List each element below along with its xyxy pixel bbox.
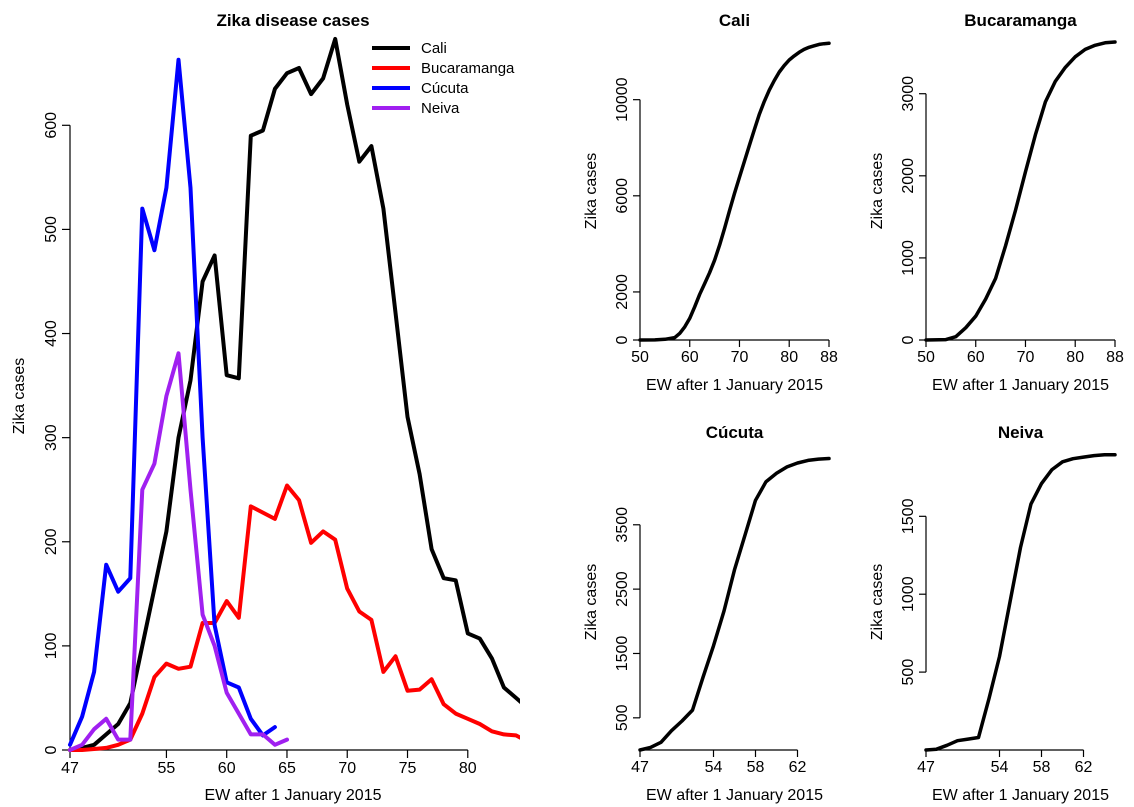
y-tick-label: 2000: [614, 274, 631, 310]
chart-title: Cali: [719, 11, 750, 30]
y-tick-label: 500: [614, 704, 631, 731]
y-axis-label: Zika cases: [11, 358, 28, 434]
x-tick-label: 55: [158, 760, 176, 777]
chart-title: Bucaramanga: [964, 11, 1077, 30]
x-tick-label: 70: [338, 760, 356, 777]
x-tick-label: 80: [1066, 349, 1084, 366]
y-tick-label: 600: [43, 112, 60, 139]
y-tick-label: 500: [43, 216, 60, 243]
x-tick-label: 70: [731, 349, 749, 366]
series-line-cali: [68, 36, 520, 752]
y-tick-label: 1500: [900, 498, 917, 534]
x-tick-label: 58: [1033, 759, 1051, 776]
legend-label: Cali: [421, 40, 447, 57]
y-axis-label: Zika cases: [869, 153, 886, 229]
bucaramanga-cumulative-chart: Bucaramanga 50 60 70 80 88 EW after 1 January …: [869, 11, 1124, 394]
chart-title: Neiva: [998, 423, 1044, 442]
y-tick-label: 2000: [900, 158, 917, 194]
neiva-cumulative-chart: Neiva 47 54 58 62 EW after 1 January 2015 500 1…: [869, 423, 1117, 804]
y-tick-label: 10000: [614, 77, 631, 122]
y-axis-label: Zika cases: [583, 564, 600, 640]
cumulative-line: [638, 41, 831, 342]
y-tick-label: 500: [900, 659, 917, 686]
y-axis-label: Zika cases: [583, 153, 600, 229]
cali-cumulative-chart: Cali 50 60 70 80 88 EW after 1 January 2015 0 20…: [583, 11, 838, 394]
y-tick-label: 0: [900, 335, 917, 344]
main-chart: Zika disease cases 47 55 60 65 70 75 80 EW after…: [11, 11, 520, 804]
x-axis-label: EW after 1 January 2015: [646, 787, 823, 804]
x-tick-label: 75: [399, 760, 417, 777]
y-tick-label: 100: [43, 632, 60, 659]
x-tick-label: 80: [780, 349, 798, 366]
x-tick-label: 62: [1075, 759, 1093, 776]
x-tick-label: 60: [218, 760, 236, 777]
x-axis-label: EW after 1 January 2015: [932, 787, 1109, 804]
x-tick-label: 54: [705, 759, 723, 776]
legend-label: Neiva: [421, 100, 460, 117]
y-tick-label: 0: [614, 335, 631, 344]
x-axis-label: EW after 1 January 2015: [646, 377, 823, 394]
y-tick-label: 2500: [614, 571, 631, 607]
y-tick-label: 400: [43, 320, 60, 347]
cumulative-line: [924, 453, 1117, 752]
legend-label: Cúcuta: [421, 80, 469, 97]
x-tick-label: 47: [917, 759, 935, 776]
y-tick-label: 0: [43, 745, 60, 754]
x-tick-label: 58: [747, 759, 765, 776]
series-line-ccuta: [68, 57, 277, 747]
x-tick-label: 62: [789, 759, 807, 776]
legend: Cali Bucaramanga Cúcuta Neiva: [372, 40, 515, 117]
x-tick-label: 60: [681, 349, 699, 366]
x-tick-label: 47: [631, 759, 649, 776]
x-tick-label: 54: [991, 759, 1009, 776]
y-tick-label: 300: [43, 424, 60, 451]
y-tick-label: 1000: [900, 576, 917, 612]
x-tick-label: 60: [967, 349, 985, 366]
x-tick-label: 50: [631, 349, 649, 366]
y-tick-label: 200: [43, 528, 60, 555]
legend-label: Bucaramanga: [421, 60, 515, 77]
x-tick-label: 65: [278, 760, 296, 777]
x-axis-label: EW after 1 January 2015: [932, 377, 1109, 394]
y-tick-label: 3500: [614, 507, 631, 543]
series-line-bucaramanga: [68, 483, 520, 752]
cumulative-line: [638, 456, 831, 752]
x-tick-label: 88: [820, 349, 838, 366]
x-tick-label: 50: [917, 349, 935, 366]
chart-title: Cúcuta: [706, 423, 764, 442]
chart-title: Zika disease cases: [216, 11, 369, 30]
cumulative-line: [924, 40, 1117, 342]
x-tick-label: 47: [61, 760, 79, 777]
x-tick-label: 70: [1017, 349, 1035, 366]
x-tick-label: 80: [459, 760, 477, 777]
y-tick-label: 3000: [900, 76, 917, 112]
cucuta-cumulative-chart: Cúcuta 47 54 58 62 EW after 1 January 2015 500…: [583, 423, 831, 804]
y-tick-label: 1000: [900, 240, 917, 276]
y-axis-label: Zika cases: [869, 564, 886, 640]
y-tick-label: 1500: [614, 636, 631, 672]
series-line-neiva: [68, 351, 289, 752]
x-axis-label: EW after 1 January 2015: [205, 787, 382, 804]
x-tick-label: 88: [1106, 349, 1124, 366]
y-tick-label: 6000: [614, 178, 631, 214]
